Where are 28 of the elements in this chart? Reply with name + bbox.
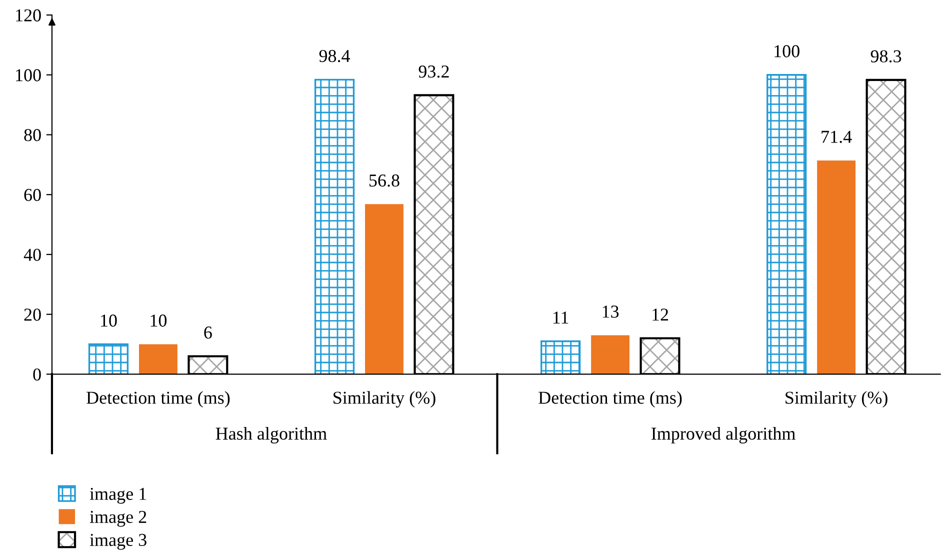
data-label: 100 — [774, 45, 800, 58]
legend-label: image 2 — [90, 510, 146, 527]
y-tick-label: 40 — [24, 248, 41, 261]
data-label: 6 — [204, 326, 212, 339]
legend-label: image 1 — [90, 488, 146, 504]
data-label: 98.3 — [870, 50, 902, 62]
data-label: 11 — [553, 312, 568, 324]
x-tick-label: Detection time (ms) — [538, 391, 682, 408]
text: Improved algorithm — [651, 427, 796, 444]
data-label: 10 — [101, 314, 117, 327]
x-tick-label: Similarity (%) — [334, 391, 436, 408]
data-label: 12 — [652, 308, 668, 321]
x-tick-label: Detection time (ms) — [86, 391, 230, 408]
data-label: 10 — [150, 314, 167, 327]
y-tick-label: 20 — [24, 308, 41, 321]
y-tick-label: 60 — [24, 188, 41, 202]
legend-label: image 3 — [90, 534, 146, 550]
data-label: 13 — [602, 306, 619, 318]
y-tick-label: 100 — [16, 69, 41, 82]
text: Hash algorithm — [216, 427, 327, 444]
data-label: 93.2 — [418, 66, 449, 78]
x-tick-label: Similarity (%) — [786, 391, 888, 408]
data-label: 56.8 — [369, 174, 400, 187]
data-label: 98.4 — [319, 50, 350, 62]
y-tick-label: 80 — [24, 128, 41, 142]
data-label: 71.4 — [822, 130, 852, 143]
y-tick-label: 0 — [33, 368, 41, 381]
y-tick-label: 120 — [16, 9, 41, 22]
